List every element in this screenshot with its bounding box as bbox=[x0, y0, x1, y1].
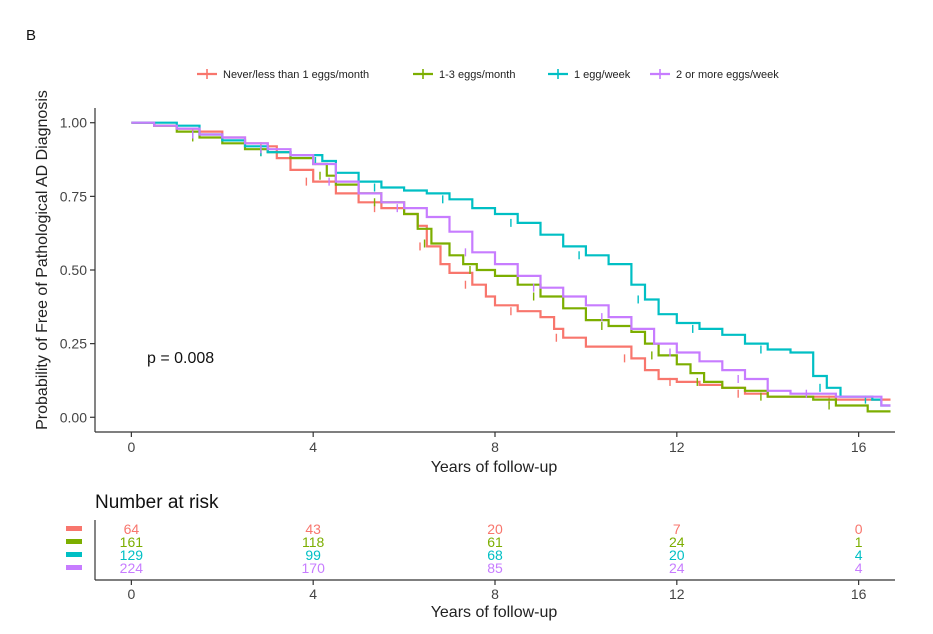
risk-cell: 20 bbox=[669, 547, 685, 563]
risk-cell: 61 bbox=[487, 534, 503, 550]
risk-cell: 4 bbox=[855, 547, 863, 563]
risk-cell: 7 bbox=[673, 521, 681, 537]
risk-cell: 161 bbox=[120, 534, 144, 550]
x-axis-label: Years of follow-up bbox=[431, 459, 558, 476]
y-tick-label: 0.25 bbox=[60, 336, 87, 352]
legend-label-3: 1 egg/week bbox=[574, 69, 631, 81]
x-tick-label: 0 bbox=[127, 439, 135, 455]
risk-cell: 20 bbox=[487, 521, 503, 537]
risk-cell: 64 bbox=[124, 521, 140, 537]
risk-cell: 43 bbox=[305, 521, 321, 537]
y-tick-label: 0.50 bbox=[60, 262, 87, 278]
risk-table-x-axis-label: Years of follow-up bbox=[431, 604, 558, 621]
risk-row-swatch-4 bbox=[66, 565, 82, 570]
y-tick-label: 1.00 bbox=[60, 115, 87, 131]
risk-cell: 85 bbox=[487, 560, 503, 576]
y-tick-label: 0.75 bbox=[60, 188, 87, 204]
risk-cell: 1 bbox=[855, 534, 863, 550]
p-value-annotation: p = 0.008 bbox=[147, 350, 214, 367]
survival-curves bbox=[131, 121, 891, 413]
risk-row-swatch-2 bbox=[66, 539, 82, 544]
risk-x-tick-label: 8 bbox=[491, 586, 499, 602]
risk-x-tick-label: 16 bbox=[851, 586, 867, 602]
risk-cell: 68 bbox=[487, 547, 503, 563]
survival-curve-4 bbox=[131, 121, 891, 407]
risk-cell: 24 bbox=[669, 560, 685, 576]
risk-cell: 170 bbox=[302, 560, 326, 576]
y-axis: 0.00 0.25 0.50 0.75 1.00 bbox=[60, 108, 96, 432]
risk-cell: 224 bbox=[120, 560, 144, 576]
y-tick-label: 0.00 bbox=[60, 409, 87, 425]
risk-row-swatch-3 bbox=[66, 552, 82, 557]
x-tick-label: 4 bbox=[309, 439, 317, 455]
risk-table-title: Number at risk bbox=[95, 492, 219, 513]
survival-curve-1 bbox=[131, 121, 891, 401]
legend-label-1: Never/less than 1 eggs/month bbox=[223, 69, 369, 81]
risk-x-tick-label: 0 bbox=[127, 586, 135, 602]
risk-table: 64 43 20 7 0 161 118 61 24 1 129 99 68 20 4 224 170 85 24 4 bbox=[66, 521, 863, 576]
x-tick-label: 12 bbox=[669, 439, 685, 455]
risk-cell: 99 bbox=[305, 547, 321, 563]
risk-cell: 24 bbox=[669, 534, 685, 550]
legend: Never/less than 1 eggs/month 1-3 eggs/mon… bbox=[197, 69, 779, 81]
x-axis: 0 4 8 12 16 bbox=[95, 431, 895, 455]
risk-cell: 129 bbox=[120, 547, 144, 563]
panel-label: B bbox=[26, 27, 36, 44]
risk-table-x-axis: 0 4 8 12 16 bbox=[94, 520, 895, 602]
survival-curve-2 bbox=[131, 121, 891, 413]
risk-x-tick-label: 12 bbox=[669, 586, 685, 602]
x-tick-label: 16 bbox=[851, 439, 867, 455]
risk-row-swatch-1 bbox=[66, 526, 82, 531]
risk-x-tick-label: 4 bbox=[309, 586, 317, 602]
legend-label-4: 2 or more eggs/week bbox=[676, 69, 779, 81]
x-tick-label: 8 bbox=[491, 439, 499, 455]
risk-cell: 118 bbox=[302, 534, 325, 550]
y-axis-label: Probability of Free of Pathological AD D… bbox=[34, 90, 51, 430]
risk-cell: 0 bbox=[855, 521, 863, 537]
risk-cell: 4 bbox=[855, 560, 863, 576]
legend-label-2: 1-3 eggs/month bbox=[439, 69, 515, 81]
